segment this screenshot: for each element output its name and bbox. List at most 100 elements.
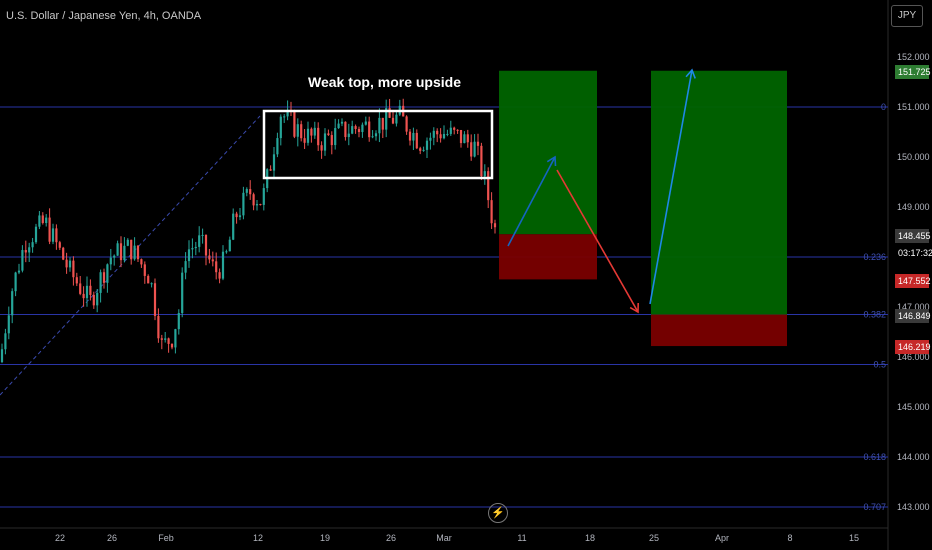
candle-22 (75, 272, 78, 287)
candle-75 (255, 200, 259, 211)
candle-98 (334, 118, 337, 150)
range-box (262, 109, 494, 180)
candle-106 (361, 122, 364, 138)
candle-44 (150, 282, 153, 288)
candle-33 (113, 254, 116, 266)
candle-76 (259, 203, 262, 206)
arrow-down (556, 169, 639, 313)
candle-83 (283, 114, 286, 123)
x-tick-5: 26 (386, 533, 396, 543)
fib-label-1: 0.236 (863, 252, 886, 262)
candle-137 (466, 129, 469, 148)
candle-109 (371, 130, 374, 139)
candle-130 (442, 125, 446, 140)
candle-119 (405, 115, 408, 135)
y-tick-8: 144.000 (897, 452, 930, 462)
candle-58 (198, 226, 201, 253)
candle-127 (432, 127, 435, 146)
currency-selector-button[interactable]: JPY (891, 5, 923, 27)
candle-62 (211, 251, 214, 267)
candle-89 (303, 128, 306, 150)
candle-42 (143, 261, 146, 284)
candle-129 (439, 128, 442, 143)
candle-67 (228, 236, 231, 252)
price-tag-bg-5 (895, 340, 929, 354)
arrow-up-2 (649, 69, 693, 305)
candle-15 (51, 223, 55, 245)
candle-124 (422, 146, 425, 152)
candle-45 (153, 278, 157, 321)
candle-128 (436, 128, 439, 143)
chart-annotation: Weak top, more upside (308, 74, 461, 90)
candle-6 (21, 245, 24, 273)
candle-21 (72, 256, 75, 286)
candle-2 (7, 306, 10, 340)
candle-104 (354, 124, 357, 134)
candle-135 (459, 129, 463, 148)
x-tick-8: 18 (585, 533, 595, 543)
candle-144 (490, 192, 493, 229)
y-tick-3: 149.000 (897, 202, 930, 212)
arrow-up-2-head (685, 68, 696, 79)
candle-71 (242, 186, 245, 220)
candle-61 (208, 248, 211, 264)
candle-30 (102, 268, 106, 289)
candle-100 (340, 118, 344, 127)
price-tag-bg-1 (895, 229, 929, 243)
candle-8 (28, 242, 31, 263)
candle-95 (323, 128, 327, 156)
candle-140 (476, 133, 480, 156)
candle-26 (89, 279, 92, 301)
candle-27 (92, 291, 95, 309)
candle-14 (48, 208, 51, 245)
candle-117 (398, 99, 401, 117)
candle-112 (381, 117, 384, 139)
candle-79 (269, 165, 272, 171)
candle-17 (58, 240, 61, 251)
candle-136 (463, 131, 466, 144)
candle-32 (109, 248, 112, 271)
candle-93 (317, 122, 320, 151)
candle-4 (14, 271, 17, 297)
candle-123 (419, 146, 422, 155)
candle-18 (62, 246, 65, 261)
candle-23 (79, 276, 82, 296)
y-tick-7: 145.000 (897, 402, 930, 412)
candle-101 (344, 121, 347, 141)
candle-90 (306, 121, 310, 146)
position-loss-zone-1 (651, 314, 787, 347)
x-tick-6: Mar (436, 533, 452, 543)
candle-139 (473, 134, 476, 158)
candle-85 (289, 101, 293, 116)
candle-12 (41, 212, 44, 225)
candle-52 (177, 309, 180, 335)
x-tick-3: 12 (253, 533, 263, 543)
lightning-icon[interactable]: ⚡ (488, 503, 508, 523)
fib-label-3: 0.5 (873, 360, 886, 370)
candle-118 (402, 98, 405, 117)
candle-0 (0, 343, 4, 364)
candle-115 (391, 111, 395, 125)
candle-108 (368, 116, 371, 142)
price-tag-bg-2 (895, 246, 929, 260)
candle-107 (364, 116, 367, 126)
candle-19 (65, 252, 68, 274)
x-tick-10: Apr (715, 533, 729, 543)
candle-69 (235, 211, 238, 224)
candle-35 (119, 236, 123, 268)
candle-24 (82, 286, 85, 307)
candle-20 (68, 257, 72, 272)
y-tick-1: 151.000 (897, 102, 930, 112)
candle-64 (218, 268, 221, 284)
price-tag-0: 151.725 (898, 67, 931, 77)
x-tick-2: Feb (158, 533, 174, 543)
arrow-up-1 (507, 156, 556, 247)
candle-51 (174, 328, 177, 354)
candle-54 (184, 252, 187, 280)
candle-94 (320, 141, 323, 159)
y-tick-2: 150.000 (897, 152, 930, 162)
candle-138 (470, 134, 473, 161)
fib-label-4: 0.618 (863, 452, 886, 462)
fib-label-5: 0.707 (863, 502, 886, 512)
